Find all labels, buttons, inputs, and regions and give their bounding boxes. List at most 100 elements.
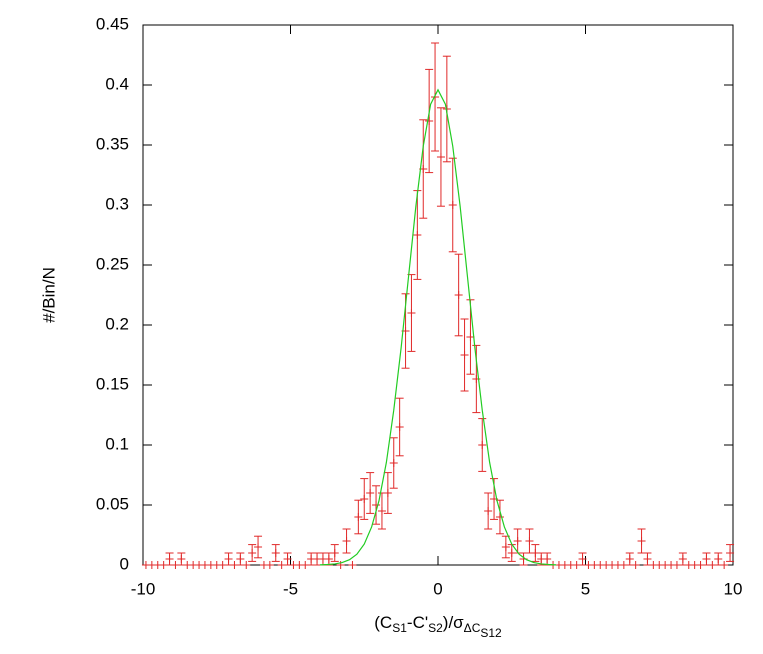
y-tick-label: 0.05	[96, 494, 129, 513]
data-point	[224, 552, 233, 566]
data-point	[678, 552, 687, 566]
point-marker	[377, 507, 386, 515]
point-marker	[625, 555, 634, 563]
x-tick-label: 10	[724, 579, 743, 598]
point-marker	[637, 537, 646, 545]
data-point	[643, 552, 652, 566]
point-marker	[389, 459, 398, 467]
data-point	[360, 478, 369, 520]
point-marker	[265, 561, 274, 569]
y-tick-label: 0.45	[96, 14, 129, 33]
point-marker	[242, 561, 251, 569]
x-axis-label-part: ΔC	[464, 621, 481, 635]
y-tick-label: 0.35	[96, 134, 129, 153]
data-point	[460, 318, 469, 392]
point-marker	[578, 555, 587, 563]
point-marker	[236, 555, 245, 563]
y-tick-label: 0.2	[105, 314, 129, 333]
data-point	[484, 492, 493, 530]
data-point	[383, 472, 392, 514]
point-marker	[248, 549, 257, 557]
y-tick-label: 0.4	[105, 74, 129, 93]
x-tick-label: -5	[283, 579, 298, 598]
data-point	[436, 107, 445, 207]
x-tick-label: -10	[131, 579, 156, 598]
point-marker	[643, 555, 652, 563]
point-marker	[714, 555, 723, 563]
point-marker	[702, 555, 711, 563]
point-marker	[726, 549, 735, 557]
data-point	[543, 552, 552, 566]
data-point	[165, 552, 174, 566]
data-point	[501, 535, 510, 559]
point-marker	[425, 117, 434, 125]
point-marker	[366, 489, 375, 497]
y-tick-label: 0.25	[96, 254, 129, 273]
data-point	[248, 544, 257, 562]
point-marker	[513, 537, 522, 545]
point-marker	[460, 351, 469, 359]
point-marker	[360, 495, 369, 503]
data-point	[525, 528, 534, 554]
fit-curve	[319, 88, 557, 566]
data-point	[372, 485, 381, 525]
point-marker	[395, 423, 404, 431]
y-tick-label: 0.15	[96, 374, 129, 393]
point-marker	[254, 543, 263, 551]
x-tick-label: 5	[581, 579, 590, 598]
data-point	[330, 544, 339, 562]
data-point	[425, 68, 434, 174]
point-marker	[501, 543, 510, 551]
point-marker	[454, 291, 463, 299]
point-marker	[407, 309, 416, 317]
data-point	[395, 397, 404, 457]
plot-frame	[142, 24, 734, 566]
x-axis-label-part: S1	[392, 621, 407, 635]
data-point	[348, 561, 357, 569]
data-point	[631, 561, 640, 569]
data-point	[265, 561, 274, 569]
data-point	[495, 499, 504, 535]
data-point	[720, 561, 729, 569]
point-marker	[466, 333, 475, 341]
point-marker	[631, 561, 640, 569]
data-point	[478, 418, 487, 472]
point-marker	[224, 555, 233, 563]
x-axis-label-part: (C	[374, 613, 392, 632]
data-point	[366, 472, 375, 514]
y-tick-label: 0.1	[105, 434, 129, 453]
x-axis-label-part: -C'	[407, 613, 428, 632]
data-point	[236, 552, 245, 566]
point-marker	[324, 555, 333, 563]
data-point	[342, 528, 351, 554]
data-point	[625, 552, 634, 566]
point-marker	[177, 555, 186, 563]
data-point	[726, 544, 735, 562]
data-point	[413, 190, 422, 280]
point-marker	[165, 555, 174, 563]
data-point	[389, 437, 398, 489]
point-marker	[720, 561, 729, 569]
data-point	[242, 561, 251, 569]
point-marker	[448, 201, 457, 209]
point-marker	[543, 555, 552, 563]
y-tick-label: 0.3	[105, 194, 129, 213]
data-point	[407, 274, 416, 352]
point-marker	[484, 507, 493, 515]
point-marker	[495, 513, 504, 521]
point-marker	[354, 513, 363, 521]
data-point	[431, 42, 440, 152]
point-marker	[330, 549, 339, 557]
x-tick-label: 0	[433, 579, 442, 598]
data-point	[637, 528, 646, 554]
point-marker	[348, 561, 357, 569]
data-point	[448, 157, 457, 253]
point-marker	[436, 153, 445, 161]
point-marker	[372, 501, 381, 509]
point-marker	[283, 555, 292, 563]
data-point	[454, 253, 463, 337]
data-point	[271, 544, 280, 562]
point-marker	[383, 489, 392, 497]
x-axis-label-part: S12	[480, 626, 502, 640]
